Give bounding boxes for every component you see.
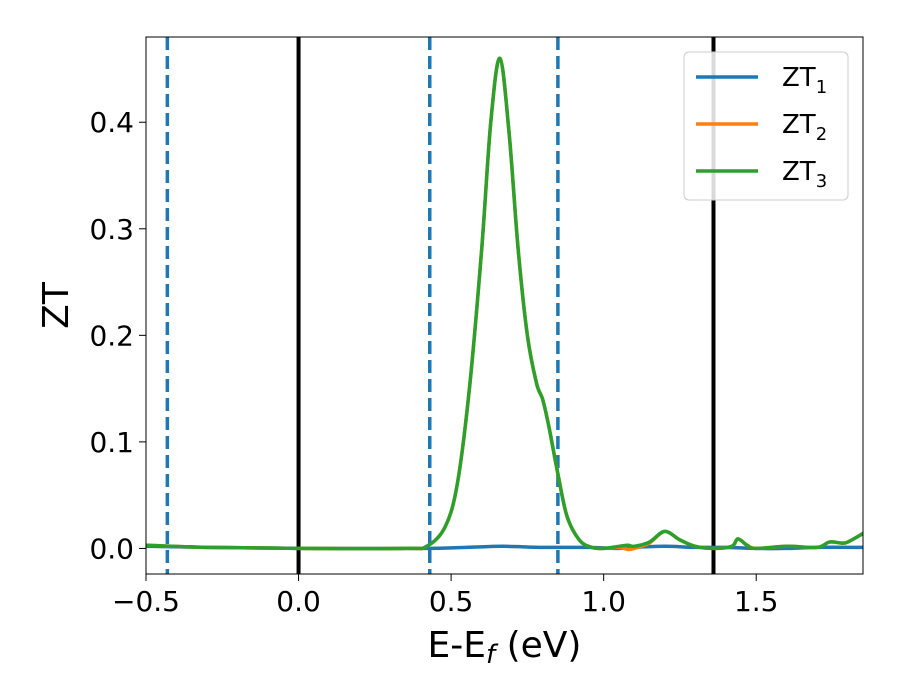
y-tick-label: 0.3	[89, 213, 134, 246]
y-tick-label: 0.4	[89, 106, 134, 139]
series-line-zt3	[146, 56, 863, 551]
x-axis-title-main: E-E	[428, 625, 486, 666]
y-tick-label: 0.0	[89, 532, 134, 565]
x-tick-label: 0.0	[276, 585, 321, 618]
series-lines	[146, 56, 863, 552]
legend-label: ZT2	[782, 110, 827, 145]
y-tick-label: 0.2	[89, 319, 134, 352]
y-tick-label: 0.1	[89, 426, 134, 459]
reference-lines	[165, 37, 716, 574]
x-tick-label: −0.5	[112, 585, 180, 618]
x-axis-title: E-Ef (eV)	[428, 625, 582, 670]
x-tick-label: 1.5	[734, 585, 779, 618]
legend: ZT1 ZT2 ZT3	[683, 51, 849, 201]
x-axis-ticks: −0.5 0.0 0.5 1.0 1.5	[112, 574, 778, 618]
x-axis-title-unit: (eV)	[495, 625, 581, 666]
x-tick-label: 0.5	[429, 585, 474, 618]
legend-label: ZT1	[782, 63, 827, 98]
y-axis-ticks: 0.0 0.1 0.2 0.3 0.4	[89, 106, 146, 565]
legend-box	[683, 51, 849, 201]
legend-label: ZT3	[782, 157, 827, 192]
axes-frame	[145, 36, 864, 575]
y-axis-title: ZT	[36, 281, 77, 329]
x-tick-label: 1.0	[581, 585, 626, 618]
